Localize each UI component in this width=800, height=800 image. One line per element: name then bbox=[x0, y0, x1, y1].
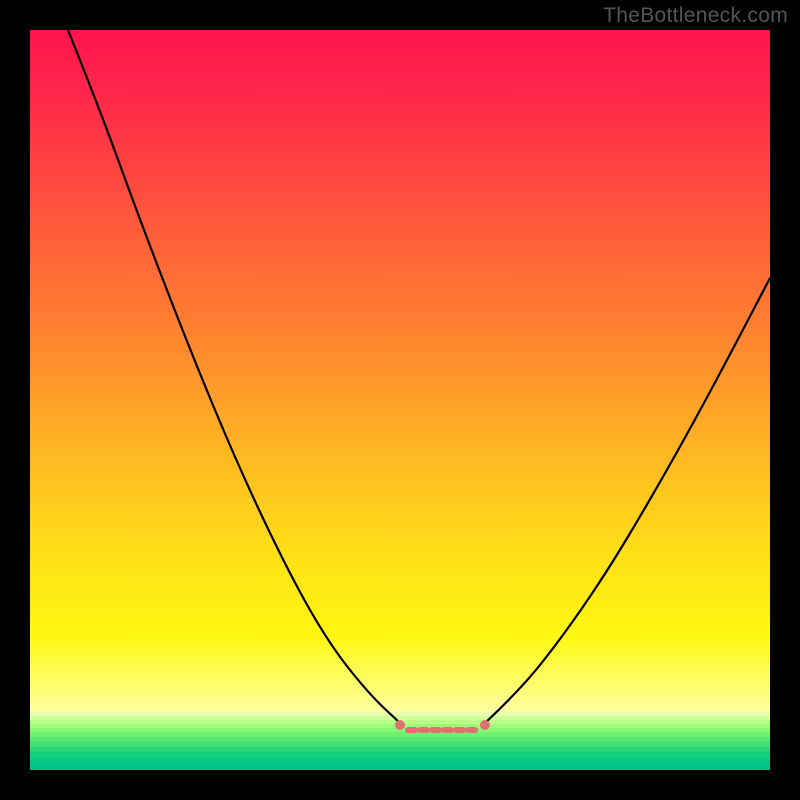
green-band bbox=[30, 752, 770, 758]
green-band bbox=[30, 747, 770, 752]
chart-gradient-bg bbox=[30, 30, 770, 770]
green-band bbox=[30, 764, 770, 770]
bottleneck-chart bbox=[30, 30, 770, 770]
watermark-text: TheBottleneck.com bbox=[603, 4, 788, 28]
green-band bbox=[30, 742, 770, 747]
green-band bbox=[30, 737, 770, 742]
green-band bbox=[30, 732, 770, 737]
green-band bbox=[30, 758, 770, 764]
green-band bbox=[30, 716, 770, 720]
trough-dot bbox=[480, 720, 490, 730]
green-band bbox=[30, 712, 770, 716]
trough-dot bbox=[395, 720, 405, 730]
